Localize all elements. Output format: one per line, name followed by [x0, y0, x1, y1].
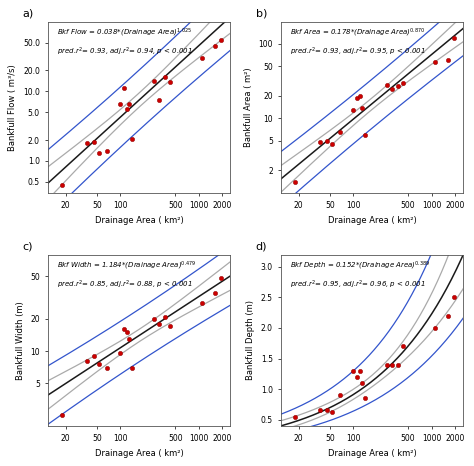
Point	[328, 140, 336, 148]
Text: pred.r$^{2}$= 0.93, adj.r$^{2}$= 0.94, p < 0.001: pred.r$^{2}$= 0.93, adj.r$^{2}$= 0.94, p…	[57, 46, 193, 58]
Point	[350, 367, 357, 375]
Point	[211, 289, 219, 297]
Point	[84, 358, 91, 365]
X-axis label: Drainage Area ( km²): Drainage Area ( km²)	[328, 449, 417, 458]
Point	[291, 413, 299, 420]
Point	[120, 85, 128, 92]
Text: b): b)	[256, 8, 267, 18]
Text: c): c)	[23, 241, 33, 251]
Text: Bkf Flow = 0.038*(Drainage Area)$^{1.025}$: Bkf Flow = 0.038*(Drainage Area)$^{1.025…	[57, 27, 192, 39]
Text: a): a)	[23, 8, 34, 18]
Point	[450, 34, 457, 42]
Text: Bkf Width = 1.184*(Drainage Area)$^{0.479}$: Bkf Width = 1.184*(Drainage Area)$^{0.47…	[57, 260, 197, 272]
Point	[388, 85, 396, 93]
Text: pred.r$^{2}$= 0.95, adj.r$^{2}$= 0.96, p < 0.001: pred.r$^{2}$= 0.95, adj.r$^{2}$= 0.96, p…	[290, 279, 426, 291]
Text: pred.r$^{2}$= 0.93, adj.r$^{2}$= 0.95, p < 0.001: pred.r$^{2}$= 0.93, adj.r$^{2}$= 0.95, p…	[290, 46, 426, 58]
Point	[150, 77, 158, 85]
Point	[323, 137, 331, 144]
Point	[58, 411, 66, 419]
Point	[350, 106, 357, 114]
Point	[361, 131, 369, 138]
Point	[383, 361, 391, 368]
Point	[353, 94, 360, 102]
X-axis label: Drainage Area ( km²): Drainage Area ( km²)	[328, 216, 417, 225]
Point	[291, 178, 299, 185]
Point	[394, 361, 401, 368]
Point	[317, 407, 324, 414]
Point	[337, 391, 344, 399]
Point	[211, 42, 219, 49]
Point	[128, 364, 136, 371]
Point	[317, 138, 324, 146]
Point	[161, 73, 169, 81]
Point	[123, 329, 130, 336]
Point	[117, 350, 124, 357]
Point	[399, 79, 407, 87]
Point	[358, 104, 366, 111]
Point	[166, 78, 174, 86]
Point	[123, 106, 130, 113]
Y-axis label: Bankfull Area ( m²): Bankfull Area ( m²)	[244, 68, 253, 147]
Point	[90, 352, 98, 360]
Point	[394, 82, 401, 90]
Point	[337, 129, 344, 136]
Point	[161, 313, 169, 321]
Point	[399, 343, 407, 350]
Point	[120, 326, 128, 333]
Point	[126, 335, 133, 343]
Point	[444, 312, 452, 320]
Point	[117, 101, 124, 108]
Point	[361, 395, 369, 402]
Point	[431, 324, 439, 332]
Point	[217, 36, 224, 43]
Text: d): d)	[256, 241, 267, 251]
Point	[95, 149, 102, 157]
Point	[353, 373, 360, 381]
Point	[155, 96, 163, 104]
Point	[358, 379, 366, 387]
Point	[198, 300, 206, 307]
Point	[150, 315, 158, 322]
Point	[431, 58, 439, 66]
Point	[166, 323, 174, 330]
X-axis label: Drainage Area ( km²): Drainage Area ( km²)	[95, 449, 183, 458]
Point	[58, 181, 66, 189]
Y-axis label: Bankfull Depth (m): Bankfull Depth (m)	[246, 300, 255, 380]
Point	[126, 101, 133, 108]
Point	[356, 367, 364, 375]
Point	[198, 55, 206, 62]
Point	[388, 361, 396, 368]
Point	[444, 57, 452, 64]
Point	[103, 147, 111, 155]
Y-axis label: Bankfull Width (m): Bankfull Width (m)	[16, 301, 25, 380]
Point	[95, 361, 102, 368]
Text: pred.r$^{2}$= 0.85, adj.r$^{2}$= 0.88, p < 0.001: pred.r$^{2}$= 0.85, adj.r$^{2}$= 0.88, p…	[57, 279, 193, 291]
Y-axis label: Bankfull Flow ( m³/s): Bankfull Flow ( m³/s)	[9, 64, 18, 151]
Point	[383, 82, 391, 89]
Point	[450, 294, 457, 301]
Point	[217, 274, 224, 282]
X-axis label: Drainage Area ( km²): Drainage Area ( km²)	[95, 216, 183, 225]
Point	[103, 364, 111, 371]
Point	[356, 92, 364, 100]
Text: Bkf Area = 0.178*(Drainage Area)$^{0.870}$: Bkf Area = 0.178*(Drainage Area)$^{0.870…	[290, 27, 426, 39]
Text: Bkf Depth = 0.152*(Drainage Area)$^{0.389}$: Bkf Depth = 0.152*(Drainage Area)$^{0.38…	[290, 260, 431, 272]
Point	[323, 407, 331, 414]
Point	[128, 135, 136, 142]
Point	[155, 320, 163, 328]
Point	[84, 139, 91, 147]
Point	[90, 138, 98, 145]
Point	[328, 409, 336, 416]
